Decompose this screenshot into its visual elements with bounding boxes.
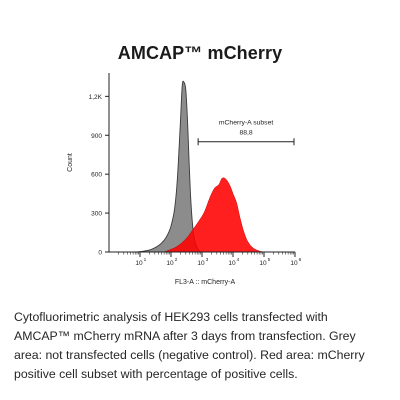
y-tick-label: 600 [91,172,102,179]
x-tick-exponent: 3 [206,257,209,263]
x-tick-label: 10 [259,260,267,267]
x-tick-exponent: 5 [268,257,271,263]
grey-control-histogram [136,80,203,252]
x-tick-exponent: 4 [237,257,240,263]
chart-title: AMCAP™ mCherry [117,43,283,63]
x-tick-label: 10 [228,260,236,267]
x-tick-label: 10 [290,260,298,267]
gate-percentage: 88,8 [239,130,252,137]
x-tick-exponent: 2 [175,257,178,263]
y-tick-label: 900 [91,133,102,140]
y-axis-title: Count [67,153,74,172]
red-mcherry-histogram [164,177,265,252]
x-axis-title: FL3-A :: mCherry-A [175,279,236,286]
y-tick-label: 1,2K [89,94,103,101]
x-tick-exponent: 6 [299,257,302,263]
figure-caption: Cytofluorimetric analysis of HEK293 cell… [14,310,365,381]
x-tick-exponent: 1 [144,257,147,263]
x-tick-label: 10 [135,260,143,267]
gate-label: mCherry-A subset [219,120,274,127]
y-tick-label: 300 [91,211,102,218]
x-tick-label: 10 [197,260,205,267]
x-tick-label: 10 [166,260,174,267]
y-tick-label: 0 [98,250,102,257]
